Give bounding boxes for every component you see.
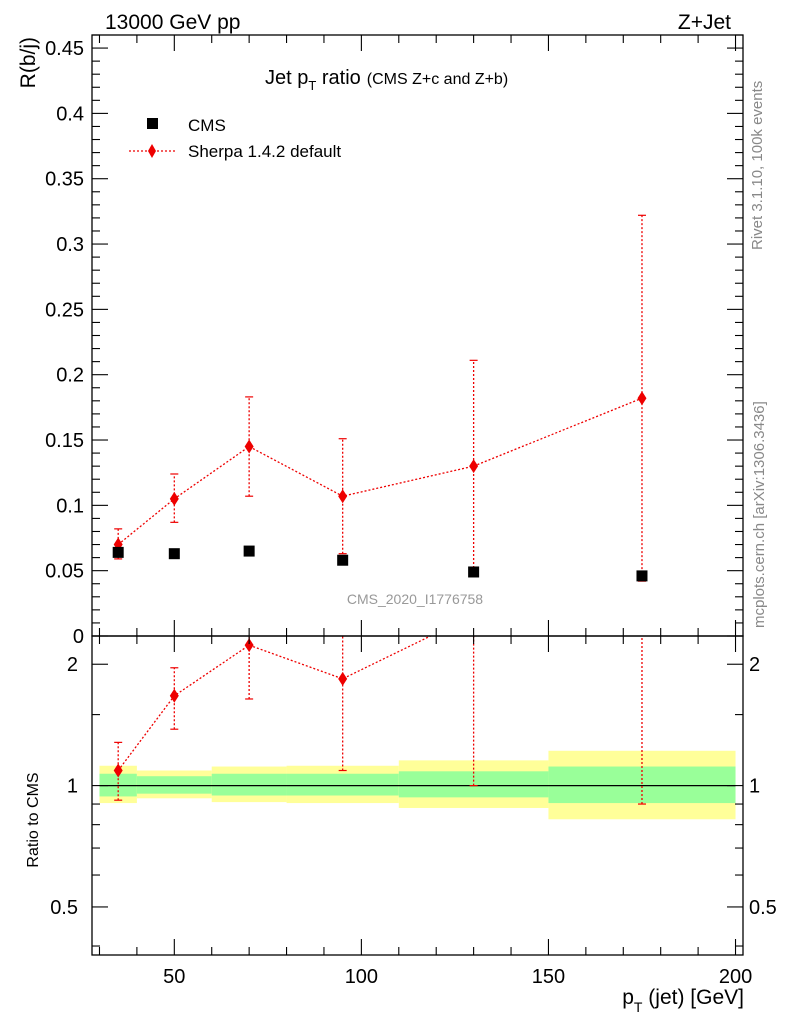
x-tick-label: 50 <box>163 966 185 988</box>
chart-title-small: (CMS Z+c and Z+b) <box>367 71 508 88</box>
mcplots-label: mcplots.cern.ch [arXiv:1306.3436] <box>751 401 768 628</box>
sherpa-ratio-point <box>338 671 348 686</box>
legend-cms-marker <box>147 118 158 129</box>
legend-sherpa-marker <box>148 144 156 158</box>
analysis-id-label: CMS_2020_I1776758 <box>347 591 483 607</box>
axis-ticks: 0 0.05 0.1 0.15 0.2 0.25 0.3 0.35 0.4 0.45 50 100 15… <box>45 34 777 988</box>
legend: CMS Sherpa 1.4.2 default <box>129 116 341 161</box>
y-tick-label: 0.05 <box>45 561 84 583</box>
sherpa-point <box>244 439 254 454</box>
x-axis-label-sub: T <box>634 999 643 1015</box>
y-axis-label: R(b/j) <box>17 37 40 88</box>
cms-point <box>337 554 349 566</box>
chart-title-sub: T <box>308 78 316 93</box>
x-axis-label: pT (jet) [GeV] <box>622 986 744 1015</box>
sherpa-ratio-point <box>169 688 179 703</box>
header-energy-label: 13000 GeV pp <box>105 11 240 34</box>
ratio-y-axis-label: Ratio to CMS <box>25 772 42 867</box>
y-tick-label: 0.4 <box>56 103 84 125</box>
sherpa-series-ratio <box>113 636 646 805</box>
ratio-tick-label: 1 <box>67 776 78 798</box>
ratio-tick-label-right: 1 <box>749 776 760 798</box>
chart-title-rest: ratio <box>316 67 360 89</box>
sherpa-point <box>169 491 179 506</box>
ratio-band-inner <box>211 773 287 796</box>
y-tick-label: 0.25 <box>45 299 84 321</box>
chart-title: Jet pT ratio (CMS Z+c and Z+b) <box>265 67 508 93</box>
cms-point <box>636 570 648 582</box>
y-tick-label: 0.3 <box>56 234 84 256</box>
x-tick-label: 100 <box>345 966 378 988</box>
sherpa-ratio-line <box>117 636 432 771</box>
sherpa-series-main <box>113 214 647 582</box>
ratio-tick-label-right: 0.5 <box>749 897 777 919</box>
x-tick-label: 200 <box>719 966 752 988</box>
y-tick-label: 0.2 <box>56 365 84 387</box>
cms-point <box>243 545 255 557</box>
ratio-band-inner <box>548 766 736 804</box>
sherpa-ratio-point <box>113 763 123 778</box>
y-tick-label: 0.1 <box>56 495 84 517</box>
ratio-band-inner <box>136 776 212 794</box>
sherpa-line <box>117 397 643 546</box>
x-tick-label: 150 <box>532 966 565 988</box>
cms-point <box>112 546 124 558</box>
legend-sherpa-label: Sherpa 1.4.2 default <box>188 142 341 161</box>
y-tick-label: 0.45 <box>45 38 84 60</box>
rivet-version-label: Rivet 3.1.10, 100k events <box>749 81 766 250</box>
y-tick-label: 0.15 <box>45 430 84 452</box>
ratio-tick-label-right: 2 <box>749 654 760 676</box>
sherpa-point <box>338 489 348 504</box>
header-process-label: Z+Jet <box>678 11 731 34</box>
sherpa-ratio-clipped <box>113 636 646 805</box>
y-tick-label: 0.35 <box>45 169 84 191</box>
x-axis-label-rest: (jet) [GeV] <box>642 986 744 1009</box>
sherpa-ratio-point <box>244 638 254 653</box>
ratio-tick-label: 2 <box>67 654 78 676</box>
sherpa-point <box>469 459 479 474</box>
x-axis-label-main: p <box>622 986 634 1009</box>
legend-cms-label: CMS <box>188 116 226 135</box>
sherpa-point <box>637 391 647 406</box>
cms-series-main <box>112 545 648 582</box>
ratio-band-inner <box>286 773 399 796</box>
ratio-tick-label: 0.5 <box>50 897 78 919</box>
ratio-plot-frame <box>91 635 744 956</box>
y-tick-label: 0 <box>73 626 84 648</box>
cms-point <box>168 548 180 560</box>
cms-point <box>468 566 480 578</box>
chart-title-main: Jet p <box>265 67 308 89</box>
